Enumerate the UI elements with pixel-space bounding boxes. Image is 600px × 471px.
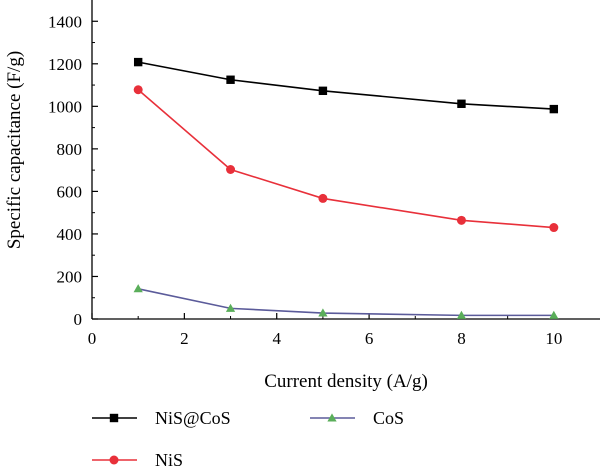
x-tick-label: 10 (545, 329, 562, 348)
legend-label: NiS (155, 450, 183, 470)
data-point (549, 104, 559, 114)
y-tick-label: 1400 (48, 12, 82, 31)
data-point (456, 215, 466, 225)
series-2 (133, 85, 559, 233)
y-tick-label: 0 (74, 310, 83, 329)
x-tick-label: 6 (365, 329, 374, 348)
x-axis-label: Current density (A/g) (264, 371, 428, 392)
series-line (138, 61, 554, 110)
legend-item-0: NiS@CoS (92, 408, 231, 428)
series-layer (133, 57, 559, 319)
legend-swatch-marker (327, 413, 337, 422)
x-tick-label: 0 (88, 329, 97, 348)
data-point (318, 193, 328, 203)
series-line (137, 89, 554, 229)
legend-swatch-marker (109, 455, 119, 465)
series-1 (133, 284, 559, 319)
data-point (457, 99, 466, 108)
data-point (133, 284, 143, 293)
y-tick-label: 1000 (48, 97, 82, 116)
x-tick-label: 4 (272, 329, 281, 348)
x-tick-label: 8 (457, 329, 466, 348)
data-point (133, 85, 143, 95)
legend-item-1: CoS (310, 408, 404, 428)
y-tick-label: 200 (57, 267, 83, 286)
data-point (456, 310, 467, 319)
legend: NiS@CoS CoS NiS (92, 408, 404, 470)
legend-label: CoS (373, 408, 404, 428)
legend-item-2: NiS (92, 450, 183, 470)
data-point (549, 223, 559, 233)
data-point (318, 86, 328, 96)
y-tick-label: 1200 (48, 55, 82, 74)
x-tick-label: 2 (180, 329, 189, 348)
axes: 0 200 400 600 800 1000 1200 1400 0 2 4 6 8 10 (48, 0, 600, 348)
data-point (318, 308, 328, 317)
data-point (549, 310, 559, 319)
series-0 (133, 57, 559, 114)
y-axis-label: Specific capacitance (F/g) (4, 51, 25, 249)
data-point (133, 57, 143, 67)
data-point (226, 164, 236, 174)
y-tick-label: 800 (57, 140, 83, 159)
data-point (226, 75, 235, 84)
data-point (225, 303, 236, 312)
series-line (138, 288, 554, 317)
legend-label: NiS@CoS (155, 408, 231, 428)
legend-swatch-marker (109, 413, 119, 423)
y-tick-label: 600 (57, 182, 83, 201)
y-tick-label: 400 (57, 225, 83, 244)
